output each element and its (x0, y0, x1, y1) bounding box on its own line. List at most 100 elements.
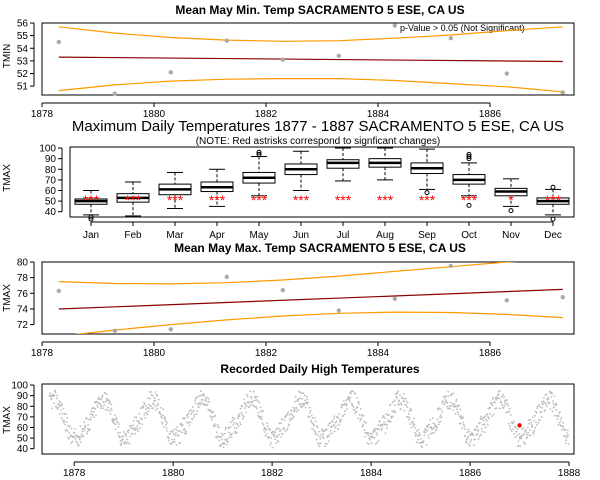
daily-point (502, 393, 504, 396)
daily-point (329, 422, 332, 424)
daily-point (437, 423, 440, 426)
daily-point (510, 414, 512, 416)
daily-point (376, 441, 378, 444)
daily-point (383, 415, 385, 418)
daily-point (193, 416, 196, 419)
trend-line (58, 288, 563, 310)
daily-point (356, 397, 358, 399)
daily-point (407, 413, 410, 415)
daily-point (331, 432, 334, 434)
daily-point (159, 413, 162, 416)
daily-point (249, 404, 252, 407)
daily-point (220, 432, 223, 435)
daily-point (74, 437, 77, 440)
daily-point (224, 428, 227, 431)
daily-point (152, 407, 155, 409)
daily-point (192, 410, 195, 412)
daily-point (55, 405, 57, 408)
daily-point (297, 398, 300, 401)
daily-point (194, 402, 197, 404)
daily-point (451, 403, 454, 405)
daily-point (222, 434, 224, 436)
daily-point (227, 426, 230, 429)
daily-point (293, 409, 296, 412)
daily-point (496, 397, 499, 400)
daily-point (110, 407, 112, 410)
daily-point (232, 421, 235, 424)
x-tick-label: 1886 (459, 468, 482, 479)
daily-point (467, 428, 469, 430)
daily-point (476, 433, 479, 435)
daily-point (425, 428, 427, 431)
daily-point (73, 435, 76, 438)
daily-point (145, 412, 148, 414)
daily-point (230, 433, 233, 436)
daily-point (175, 443, 178, 446)
daily-point (306, 403, 309, 405)
daily-point (55, 397, 58, 400)
y-tick-label: 90 (17, 391, 29, 402)
daily-point (221, 442, 224, 445)
daily-point (505, 399, 508, 402)
daily-point (100, 398, 103, 401)
daily-point (77, 444, 80, 446)
daily-point (348, 400, 351, 403)
daily-point (417, 438, 419, 441)
data-point (504, 71, 509, 76)
plot-frame (41, 22, 575, 96)
daily-point (96, 404, 99, 407)
daily-point (52, 393, 54, 396)
daily-point (409, 423, 412, 425)
daily-point (124, 433, 127, 435)
daily-point (359, 420, 361, 422)
daily-point (456, 405, 459, 408)
daily-point (523, 432, 525, 435)
significance-marker: *** (125, 192, 142, 208)
daily-point (492, 398, 495, 400)
daily-point (66, 416, 69, 419)
significance-marker: *** (335, 192, 352, 208)
daily-point (423, 434, 426, 437)
daily-point (168, 437, 170, 440)
daily-point (259, 417, 262, 420)
daily-point (545, 403, 547, 406)
daily-point (223, 432, 226, 435)
daily-point (536, 424, 538, 426)
daily-point (293, 410, 296, 413)
daily-point (58, 403, 60, 406)
daily-point (539, 406, 542, 408)
daily-point (382, 423, 384, 426)
daily-point (116, 421, 119, 424)
daily-point (239, 423, 242, 426)
daily-point (557, 423, 560, 426)
daily-point (139, 426, 142, 429)
daily-point (416, 430, 418, 432)
daily-point (58, 400, 61, 403)
daily-point (291, 414, 294, 417)
daily-point (504, 402, 507, 405)
daily-point (246, 393, 248, 396)
daily-point (428, 426, 431, 429)
daily-point (199, 403, 202, 406)
daily-point (370, 442, 373, 445)
daily-point (419, 434, 422, 436)
daily-point (486, 413, 489, 416)
daily-point (153, 404, 156, 406)
daily-point (138, 422, 141, 425)
daily-point (179, 424, 182, 427)
daily-point (397, 403, 399, 406)
daily-point (545, 405, 548, 408)
daily-point (537, 422, 540, 424)
daily-point (315, 438, 318, 441)
daily-point (317, 434, 319, 436)
y-axis-label: TMIN (2, 44, 13, 68)
daily-point (273, 435, 276, 438)
daily-point (183, 428, 186, 431)
daily-point (561, 428, 563, 431)
daily-point (177, 434, 180, 437)
daily-point (480, 415, 483, 418)
daily-point (497, 393, 499, 396)
daily-point (355, 410, 358, 413)
data-point (280, 287, 285, 293)
daily-point (329, 433, 331, 435)
